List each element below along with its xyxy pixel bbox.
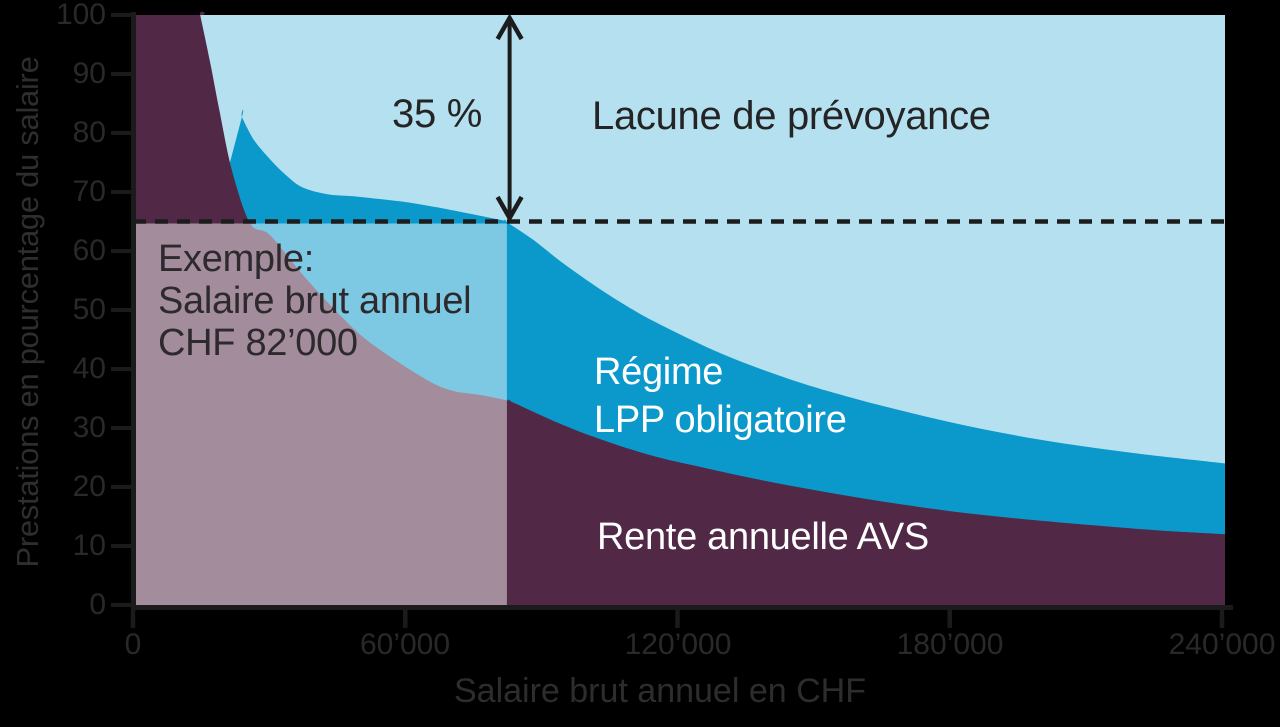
lacune-label: Lacune de prévoyance	[592, 94, 991, 138]
x-tick-label-240000: 240’000	[1168, 628, 1276, 661]
example-line-3: CHF 82’000	[158, 322, 358, 364]
regime-line-1: Régime	[594, 351, 724, 393]
avs-area	[133, 11, 1225, 605]
y-tick-label-10: 10	[72, 529, 106, 562]
gap-arrow-head-up	[495, 13, 524, 41]
y-tick-label-80: 80	[72, 116, 106, 149]
gap-percentage-label: 35 %	[392, 92, 482, 136]
lpp-region-label: Régime LPP obligatoire	[594, 348, 847, 444]
gap-arrow-head-down	[495, 195, 524, 223]
regime-line-2: LPP obligatoire	[594, 399, 847, 441]
y-tick-label-0: 0	[89, 588, 106, 621]
x-tick-label-120000: 120’000	[624, 628, 732, 661]
y-tick-label-20: 20	[72, 470, 106, 503]
example-annotation: Exemple: Salaire brut annuel CHF 82’000	[158, 238, 472, 364]
example-overlay	[133, 223, 507, 605]
y-tick-label-60: 60	[72, 234, 106, 267]
y-tick-label-50: 50	[72, 293, 106, 326]
y-tick-label-40: 40	[72, 352, 106, 385]
x-axis-title: Salaire brut annuel en CHF	[453, 672, 866, 710]
x-tick-label-0: 0	[124, 628, 142, 661]
x-tick-label-180000: 180’000	[896, 628, 1004, 661]
example-line-1: Exemple:	[158, 238, 315, 280]
y-tick-label-100: 100	[55, 0, 106, 31]
y-tick-label-30: 30	[72, 411, 106, 444]
y-tick-label-70: 70	[72, 175, 106, 208]
avs-region-label: Rente annuelle AVS	[597, 516, 929, 558]
example-line-2: Salaire brut annuel	[158, 280, 472, 322]
x-tick-label-60000: 60’000	[359, 628, 451, 661]
y-tick-label-90: 90	[72, 57, 106, 90]
